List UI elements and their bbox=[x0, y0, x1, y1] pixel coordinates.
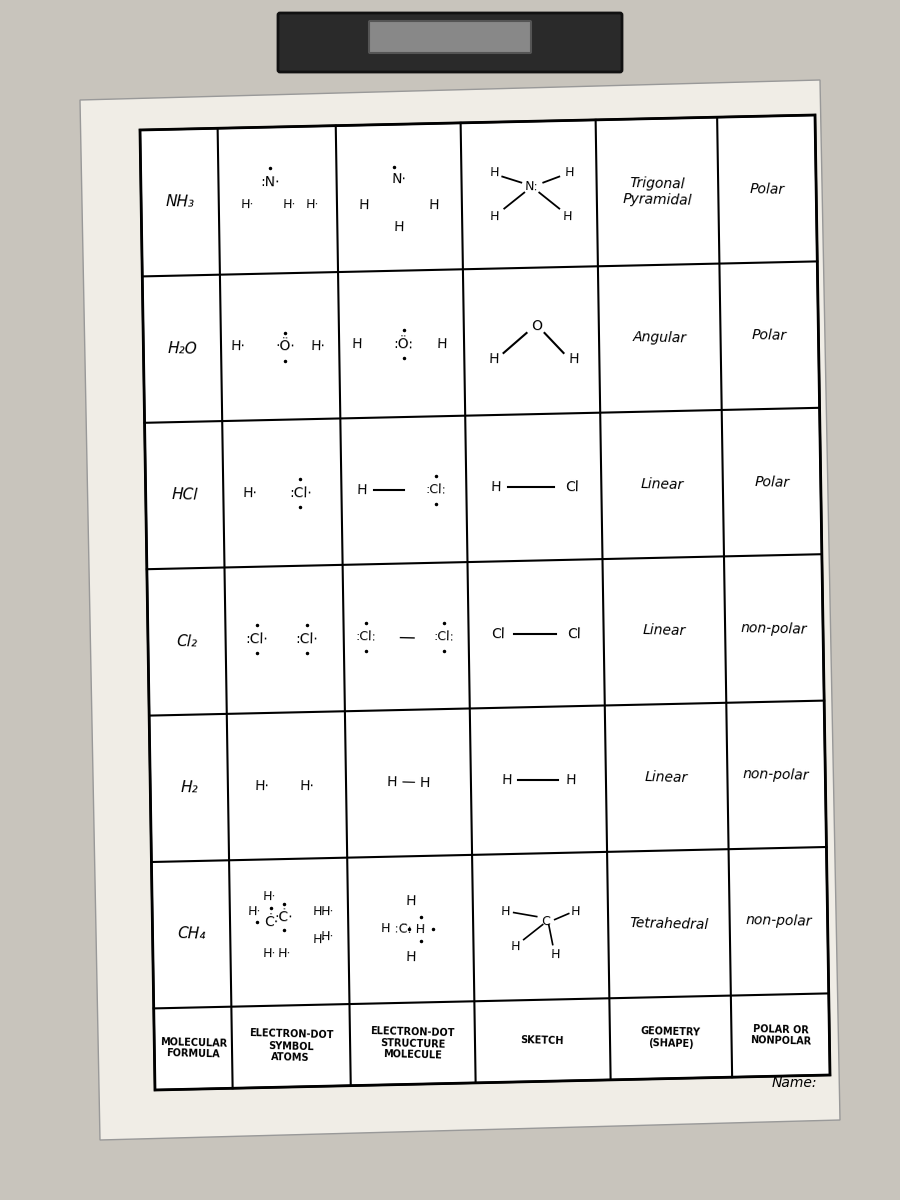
Text: Tetrahedral: Tetrahedral bbox=[629, 916, 708, 931]
Text: :Cl·: :Cl· bbox=[295, 632, 319, 647]
Text: H: H bbox=[562, 210, 572, 223]
Text: H: H bbox=[490, 166, 500, 179]
Text: H: H bbox=[501, 905, 510, 918]
Text: H: H bbox=[564, 166, 574, 179]
Text: HCl: HCl bbox=[171, 487, 198, 503]
Text: H·: H· bbox=[255, 779, 269, 793]
Text: O: O bbox=[531, 319, 542, 334]
Text: —: — bbox=[398, 628, 415, 646]
Text: H: H bbox=[394, 221, 405, 234]
Text: :Cl:: :Cl: bbox=[434, 630, 454, 643]
Text: Ċ·: Ċ· bbox=[264, 914, 278, 929]
Text: H: H bbox=[359, 198, 370, 212]
Text: Cl: Cl bbox=[491, 626, 505, 641]
Text: :Cl·: :Cl· bbox=[245, 632, 268, 647]
Text: H₂O: H₂O bbox=[167, 341, 197, 356]
Text: :Ö:: :Ö: bbox=[393, 337, 414, 352]
Text: H: H bbox=[405, 950, 416, 965]
Text: non-polar: non-polar bbox=[745, 913, 812, 929]
Text: H₂: H₂ bbox=[180, 780, 198, 796]
Text: H: H bbox=[490, 210, 500, 223]
Text: Name:: Name: bbox=[771, 1075, 816, 1090]
Text: H·: H· bbox=[320, 906, 334, 919]
Text: H·: H· bbox=[283, 198, 297, 212]
Text: H: H bbox=[356, 484, 367, 497]
Text: ELECTRON-DOT
SYMBOL
ATOMS: ELECTRON-DOT SYMBOL ATOMS bbox=[248, 1028, 334, 1064]
Text: H: H bbox=[429, 198, 440, 212]
Text: :Cl:: :Cl: bbox=[356, 630, 377, 643]
Text: :N·: :N· bbox=[260, 175, 280, 190]
Text: H: H bbox=[501, 773, 512, 787]
Text: non-polar: non-polar bbox=[743, 767, 810, 782]
Text: H: H bbox=[551, 948, 561, 961]
Text: H: H bbox=[405, 894, 416, 908]
Text: H·: H· bbox=[310, 340, 326, 354]
Text: SKETCH: SKETCH bbox=[521, 1036, 564, 1046]
Text: N·: N· bbox=[392, 173, 407, 187]
Text: :Cl·: :Cl· bbox=[289, 486, 312, 500]
Text: H: H bbox=[436, 337, 447, 350]
Text: ·Ö·: ·Ö· bbox=[275, 340, 295, 354]
Text: Linear: Linear bbox=[645, 769, 688, 785]
Text: Angular: Angular bbox=[633, 330, 687, 346]
Text: Cl: Cl bbox=[565, 480, 579, 494]
Text: H·: H· bbox=[306, 198, 319, 212]
Text: GEOMETRY
(SHAPE): GEOMETRY (SHAPE) bbox=[641, 1026, 701, 1049]
Text: H·: H· bbox=[300, 779, 314, 793]
Text: H·: H· bbox=[312, 934, 326, 947]
Text: H: H bbox=[571, 905, 580, 918]
Text: H: H bbox=[511, 940, 520, 953]
Text: H: H bbox=[568, 352, 579, 366]
Text: H·: H· bbox=[248, 906, 261, 919]
Text: H·: H· bbox=[230, 340, 246, 354]
Text: CH₄: CH₄ bbox=[177, 926, 206, 942]
Text: Polar: Polar bbox=[752, 329, 788, 343]
Text: H·: H· bbox=[312, 906, 326, 919]
Text: C: C bbox=[541, 914, 550, 928]
Text: N:: N: bbox=[525, 180, 538, 193]
Text: H·: H· bbox=[277, 948, 291, 961]
Text: H·: H· bbox=[320, 930, 334, 944]
Text: Trigonal
Pyramidal: Trigonal Pyramidal bbox=[623, 175, 693, 208]
Text: non-polar: non-polar bbox=[741, 620, 807, 636]
Text: H: H bbox=[565, 773, 576, 787]
Text: H :C̈: H: H :C̈: H bbox=[381, 923, 425, 936]
Text: NH₃: NH₃ bbox=[166, 194, 194, 210]
Text: Linear: Linear bbox=[641, 476, 684, 492]
Text: H·: H· bbox=[243, 486, 258, 500]
Text: :Cl:: :Cl: bbox=[426, 484, 446, 497]
Text: H·: H· bbox=[263, 948, 276, 961]
Text: H·: H· bbox=[263, 890, 276, 904]
Text: H — H: H — H bbox=[387, 775, 430, 791]
Text: H: H bbox=[488, 352, 499, 366]
Text: Cl₂: Cl₂ bbox=[176, 634, 197, 649]
Text: ·Ċ·: ·Ċ· bbox=[274, 910, 293, 924]
Text: Linear: Linear bbox=[643, 623, 686, 638]
FancyBboxPatch shape bbox=[278, 13, 622, 72]
Text: H·: H· bbox=[241, 198, 255, 212]
Text: H: H bbox=[491, 480, 501, 494]
Text: H: H bbox=[351, 337, 362, 350]
Text: MOLECULAR
FORMULA: MOLECULAR FORMULA bbox=[159, 1037, 227, 1060]
Polygon shape bbox=[140, 115, 830, 1090]
FancyBboxPatch shape bbox=[369, 20, 531, 53]
Text: POLAR OR
NONPOLAR: POLAR OR NONPOLAR bbox=[750, 1024, 811, 1046]
Text: Cl: Cl bbox=[567, 626, 581, 641]
Polygon shape bbox=[80, 80, 840, 1140]
Text: ELECTRON-DOT
STRUCTURE
MOLECULE: ELECTRON-DOT STRUCTURE MOLECULE bbox=[370, 1026, 455, 1061]
Text: Polar: Polar bbox=[754, 475, 789, 490]
Text: Polar: Polar bbox=[750, 182, 785, 197]
